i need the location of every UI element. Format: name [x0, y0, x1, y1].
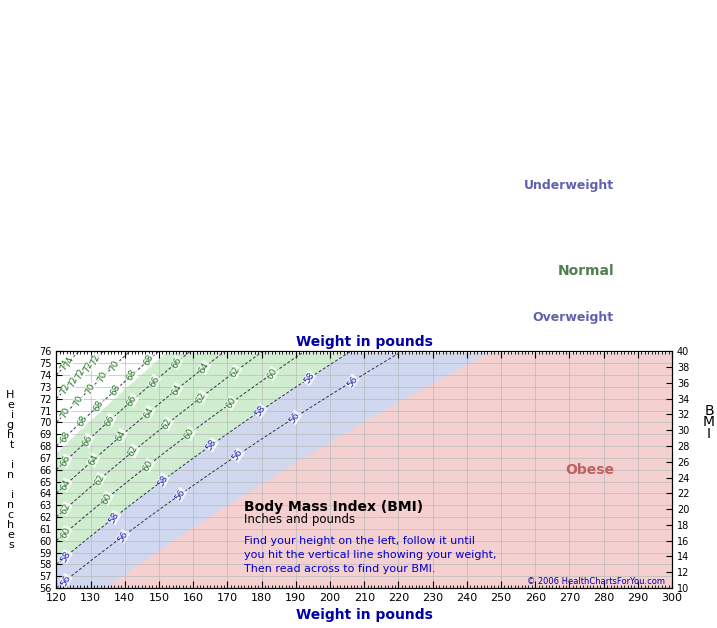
Text: 56: 56 [345, 374, 359, 389]
Text: B: B [704, 404, 714, 418]
Text: 56: 56 [174, 487, 187, 502]
Title: Weight in pounds: Weight in pounds [295, 335, 432, 349]
Text: 70: 70 [59, 406, 72, 420]
Text: 68: 68 [59, 430, 72, 444]
Text: 74: 74 [60, 358, 72, 372]
Text: Body Mass Index (BMI): Body Mass Index (BMI) [244, 500, 424, 514]
Text: 60: 60 [224, 396, 237, 411]
Text: 66: 66 [170, 355, 183, 370]
Text: 62: 62 [59, 502, 72, 516]
Text: 66: 66 [125, 394, 138, 408]
Text: © 2006 HealthChartsForYou.com: © 2006 HealthChartsForYou.com [527, 577, 665, 586]
Text: 58: 58 [156, 473, 170, 487]
Text: 66: 66 [103, 413, 116, 428]
Text: 58: 58 [108, 511, 121, 525]
Text: 58: 58 [205, 438, 219, 452]
Text: 72: 72 [81, 360, 94, 374]
Text: 58: 58 [59, 550, 72, 564]
Text: 64: 64 [197, 360, 211, 374]
Text: 62: 62 [228, 364, 242, 379]
Text: 60: 60 [265, 367, 279, 381]
Text: 66: 66 [148, 374, 161, 389]
X-axis label: Weight in pounds: Weight in pounds [295, 609, 432, 622]
Text: I: I [707, 427, 711, 441]
Text: 70: 70 [108, 358, 121, 372]
Text: 60: 60 [141, 458, 155, 472]
Text: 58: 58 [253, 404, 267, 418]
Text: 68: 68 [76, 414, 89, 428]
Text: 66: 66 [59, 454, 72, 468]
Text: 68: 68 [142, 353, 156, 367]
Text: 64: 64 [87, 453, 100, 467]
Text: 60: 60 [100, 491, 113, 506]
Text: 64: 64 [115, 429, 128, 443]
Text: 56: 56 [288, 410, 302, 425]
Text: 74: 74 [63, 354, 75, 368]
Text: 62: 62 [161, 416, 174, 431]
Text: 56: 56 [116, 529, 130, 544]
Text: 70: 70 [84, 382, 97, 396]
Text: 62: 62 [92, 472, 106, 487]
Text: 70: 70 [72, 394, 85, 408]
Text: 62: 62 [194, 390, 208, 404]
Text: 56: 56 [59, 573, 72, 588]
Text: 58: 58 [302, 371, 316, 386]
Text: Underweight: Underweight [524, 179, 614, 192]
Text: 72: 72 [67, 374, 80, 389]
Text: 66: 66 [81, 433, 94, 448]
Y-axis label: H
e
i
g
h
t

i
n

i
n
c
h
e
s: H e i g h t i n i n c h e s [6, 390, 14, 550]
Text: Overweight: Overweight [533, 311, 614, 324]
Text: 70: 70 [96, 370, 109, 384]
Text: 60: 60 [59, 526, 72, 540]
Text: 72: 72 [89, 352, 102, 366]
Text: 62: 62 [127, 444, 140, 458]
Text: Obese: Obese [565, 463, 614, 477]
Text: Normal: Normal [557, 264, 614, 278]
Text: M: M [703, 415, 715, 430]
Text: 68: 68 [92, 398, 105, 413]
Text: Find your height on the left, follow it until
you hit the vertical line showing : Find your height on the left, follow it … [244, 536, 497, 574]
Text: Inches and pounds: Inches and pounds [244, 513, 356, 526]
Text: 64: 64 [170, 382, 183, 397]
Text: 72: 72 [74, 367, 87, 381]
Text: 64: 64 [142, 405, 156, 420]
Text: 64: 64 [59, 478, 72, 492]
Text: 56: 56 [231, 448, 244, 462]
Text: 72: 72 [60, 382, 72, 396]
Text: 60: 60 [183, 426, 196, 441]
Text: 68: 68 [109, 383, 122, 397]
Text: 68: 68 [125, 368, 138, 382]
